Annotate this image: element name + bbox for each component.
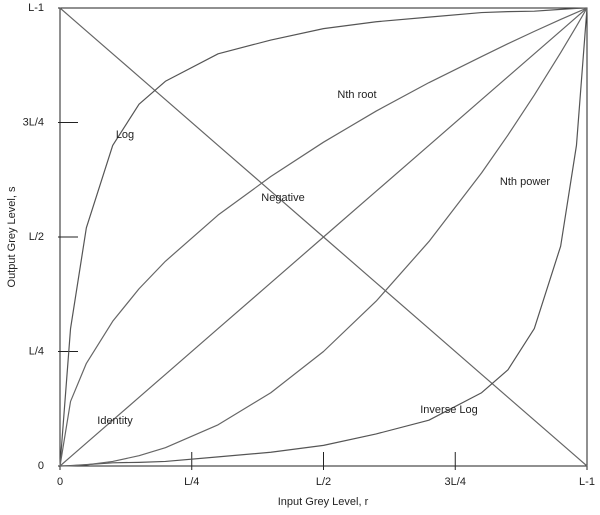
x-tick-label: 3L/4 [445, 476, 466, 488]
curve-label: Identity [97, 415, 133, 427]
x-tick-label: L/2 [316, 476, 331, 488]
curve-label: Negative [261, 192, 304, 204]
x-tick-label: L-1 [579, 476, 595, 488]
y-tick-label: L/2 [29, 231, 44, 243]
curve-label: Nth root [337, 89, 376, 101]
y-tick-label: L-1 [28, 2, 44, 14]
curve-label: Inverse Log [420, 404, 477, 416]
curve-label: Nth power [500, 176, 550, 188]
curve [59, 7, 588, 467]
curve [59, 7, 588, 467]
x-tick-label: 0 [57, 476, 63, 488]
y-axis-label: Output Grey Level, s [6, 186, 18, 287]
curve [59, 7, 588, 467]
curve [59, 7, 588, 467]
x-axis-label: Input Grey Level, r [278, 496, 369, 508]
x-tick-label: L/4 [184, 476, 199, 488]
curve [59, 7, 588, 467]
y-tick-label: 3L/4 [23, 116, 44, 128]
curve-label: Log [116, 129, 134, 141]
y-tick-label: 0 [38, 460, 44, 472]
y-tick-label: L/4 [29, 345, 44, 357]
